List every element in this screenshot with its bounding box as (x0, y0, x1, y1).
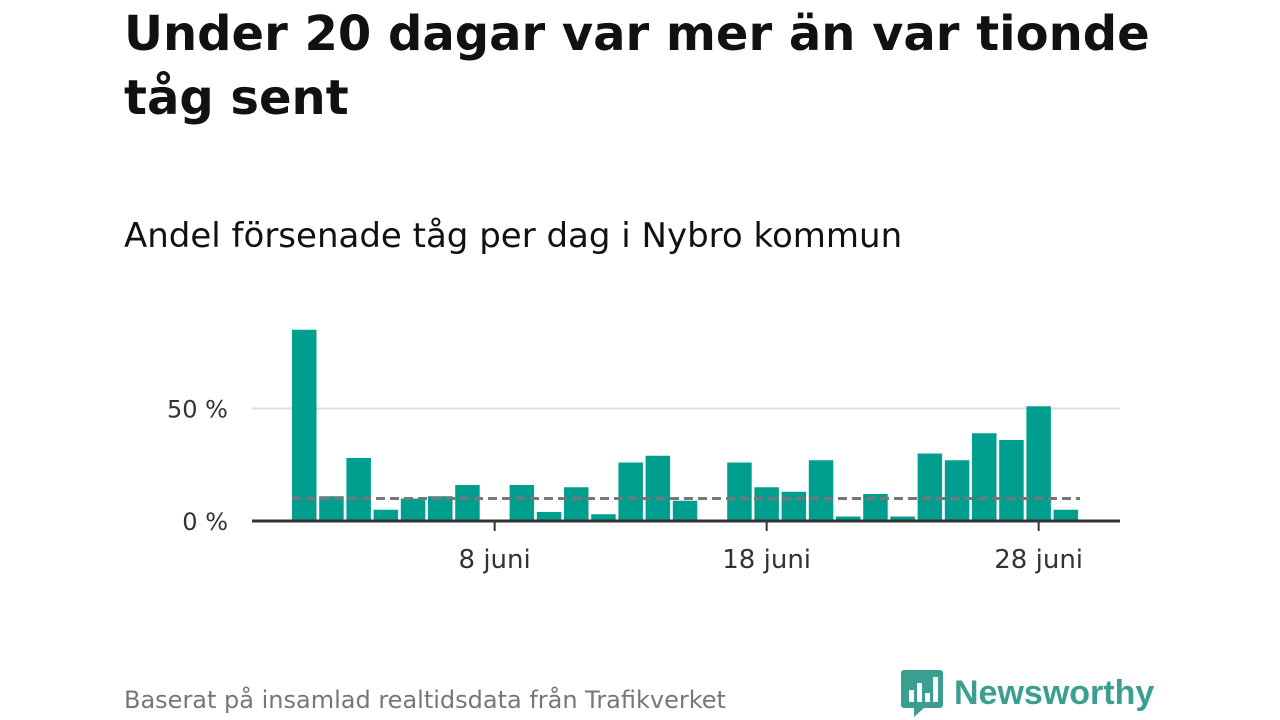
bar (836, 516, 861, 521)
bar (536, 512, 562, 521)
bar (428, 496, 453, 521)
x-tick-label: 28 juni (994, 545, 1083, 575)
y-tick-label: 50 % (167, 396, 228, 424)
newsworthy-logo: Newsworthy (900, 668, 1154, 718)
bar (455, 485, 480, 521)
bar (591, 514, 616, 521)
bar (319, 496, 344, 521)
source-note: Baserat på insamlad realtidsdata från Tr… (124, 686, 726, 714)
bar (890, 516, 915, 521)
axes: 0 % 50 % 8 juni 18 juni 28 juni (167, 396, 1120, 575)
bar (346, 458, 371, 521)
x-tick-label: 18 juni (722, 545, 811, 575)
bar (1026, 406, 1051, 521)
brand-name: Newsworthy (954, 673, 1155, 712)
bar (618, 462, 643, 521)
bar (727, 462, 752, 521)
bar (999, 440, 1024, 521)
chart-bubble-icon (901, 670, 943, 717)
y-tick-label: 0 % (182, 508, 228, 536)
bar (292, 329, 317, 521)
bar (972, 433, 997, 521)
bar (672, 500, 698, 521)
bar (509, 485, 535, 521)
bar (808, 460, 834, 521)
x-tick-label: 8 juni (459, 545, 531, 575)
bar (1053, 509, 1079, 521)
bar (917, 453, 943, 521)
bar (944, 460, 970, 521)
bar (781, 491, 807, 521)
bar (645, 455, 671, 521)
chart-subtitle: Andel försenade tåg per dag i Nybro komm… (124, 216, 903, 256)
bars (292, 329, 1079, 521)
bar (400, 498, 426, 521)
bar (564, 487, 589, 521)
chart-title: Under 20 dagar var mer än var tionde tåg… (124, 6, 1150, 126)
bar (373, 509, 399, 521)
bar (754, 487, 779, 521)
